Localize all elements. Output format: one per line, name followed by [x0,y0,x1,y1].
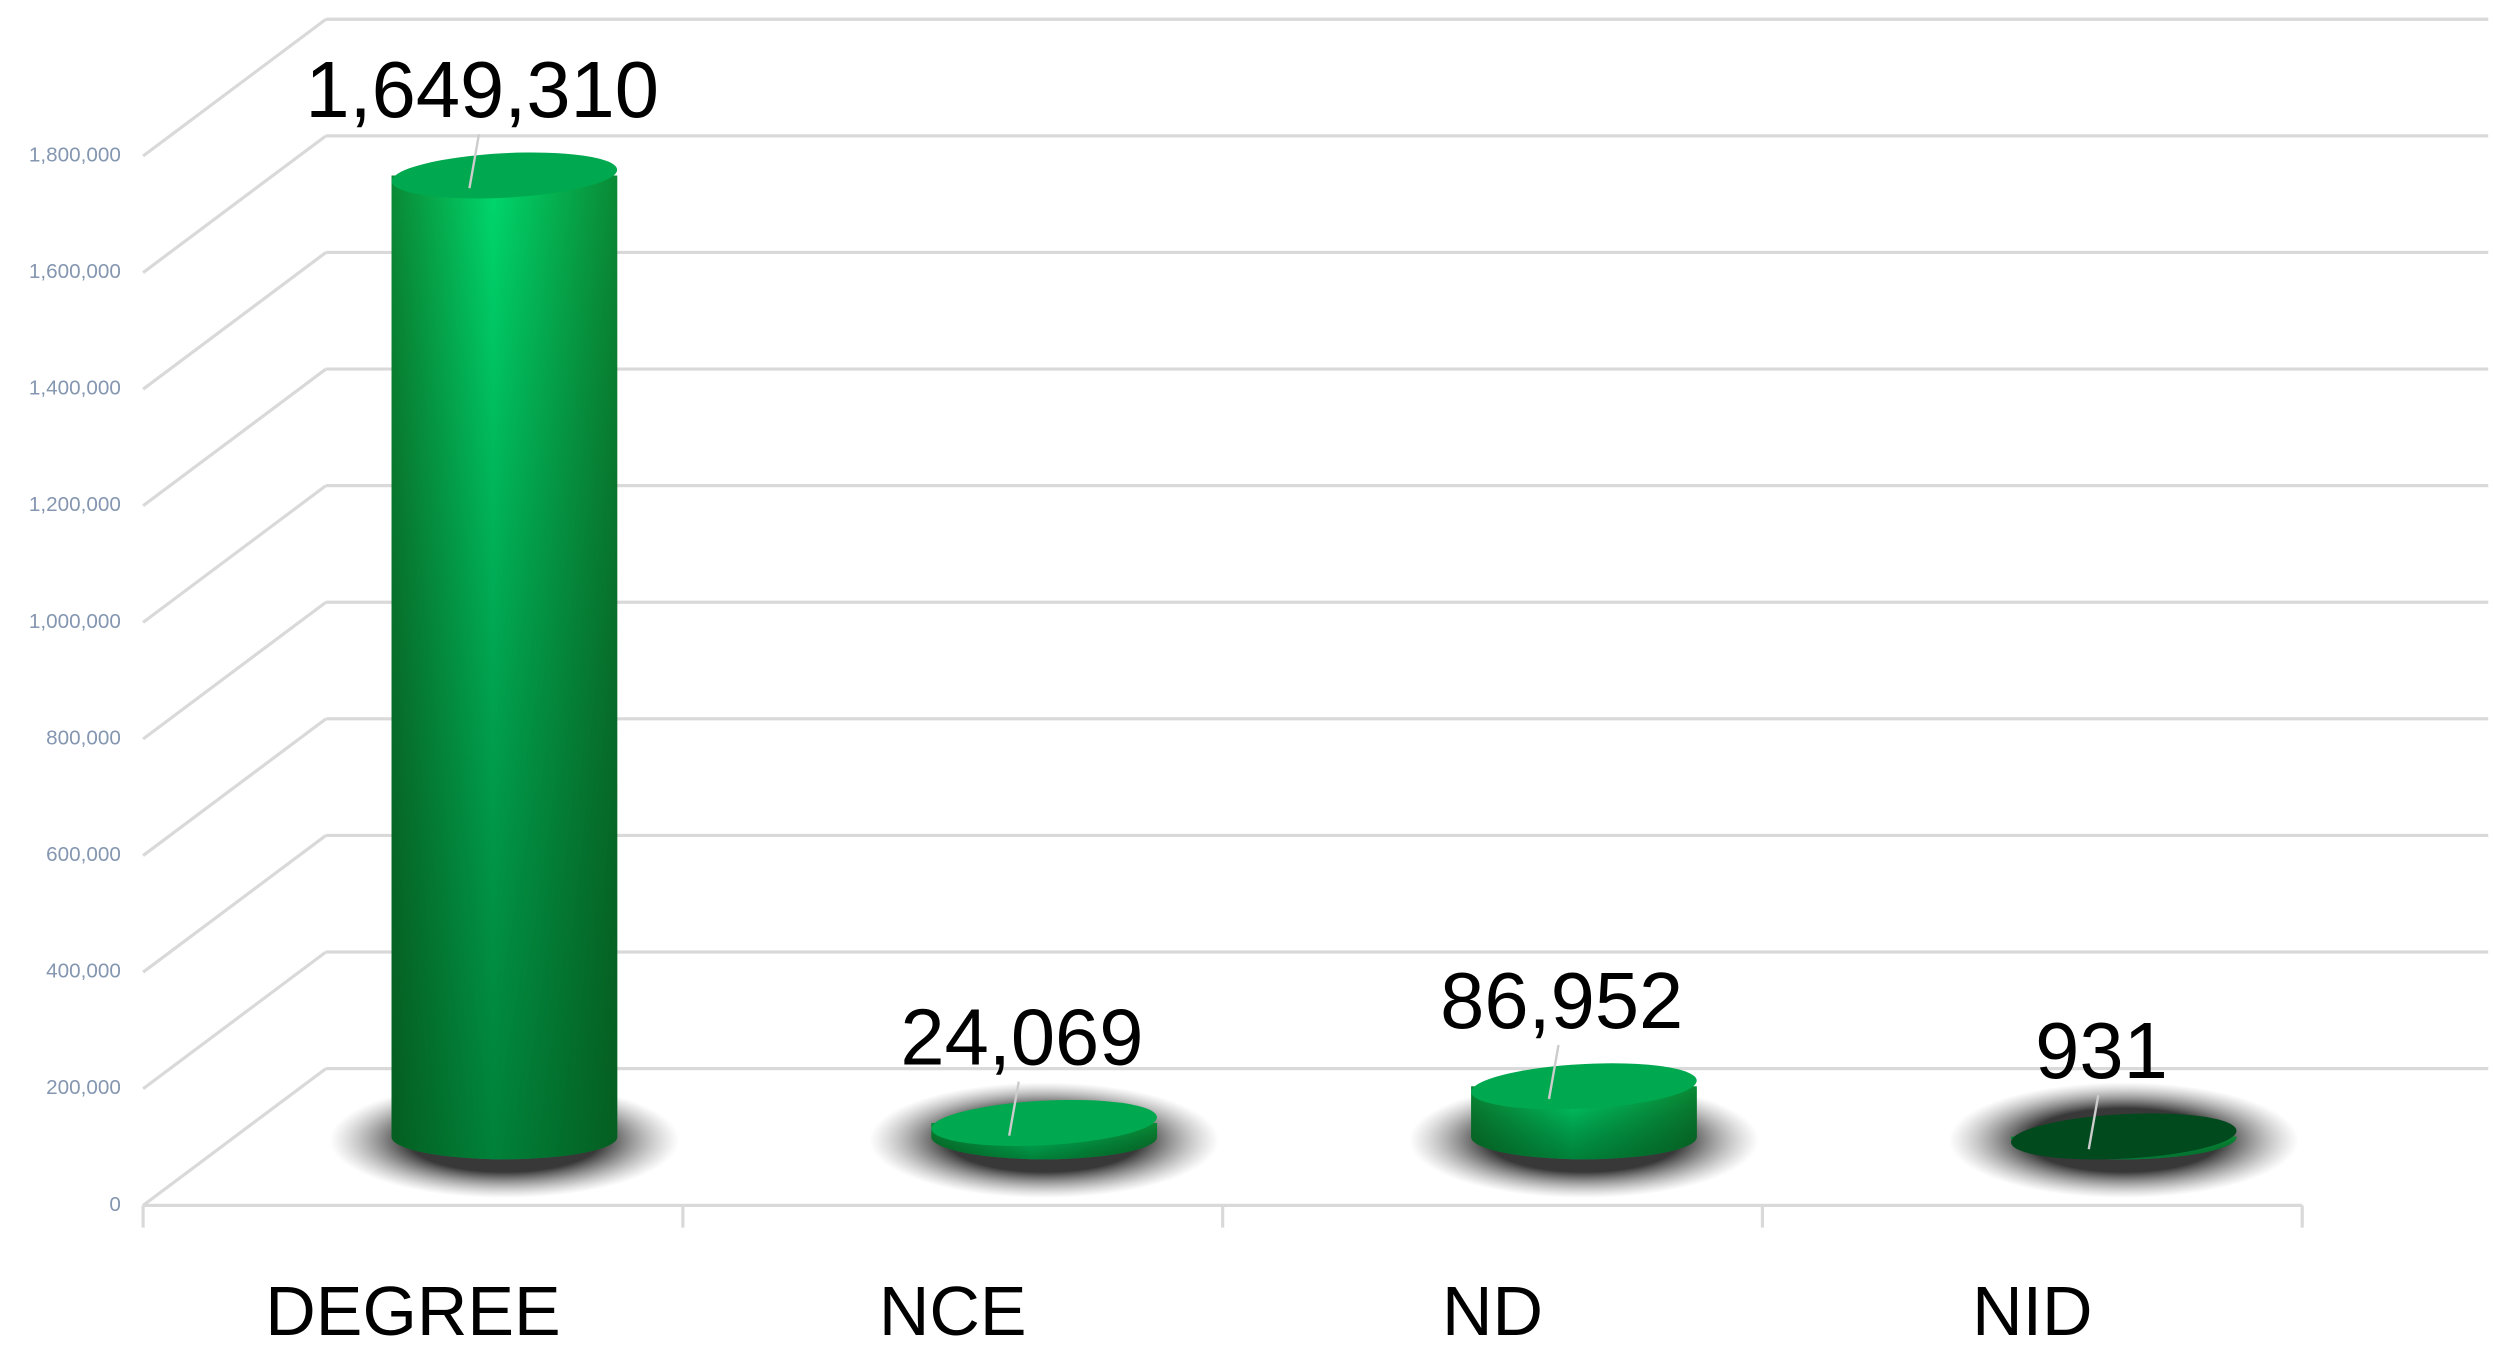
bar-shade [391,175,618,1160]
y-tick-label: 1,600,000 [29,260,121,283]
y-tick-label: 0 [109,1193,121,1216]
grid-line-side [142,484,327,624]
bar-top [1471,1063,1697,1110]
bar-top [931,1099,1157,1146]
grid-line-side [142,950,327,1091]
grid-line-side [142,367,327,508]
y-tick-label: 400,000 [46,960,121,983]
grid-line-side [142,134,327,274]
value-label: 931 [2035,1006,2168,1095]
leader-line [1008,1081,1020,1136]
bar-top [2011,1113,2237,1160]
y-tick-label: 1,200,000 [29,493,121,516]
x-tick-label: NCE [879,1272,1027,1350]
y-tick-label: 1,400,000 [29,377,121,400]
y-tick-label: 600,000 [46,843,121,866]
y-tick-label: 800,000 [46,726,121,749]
cylinder [329,152,680,1199]
y-tick-label: 1,000,000 [29,610,121,633]
value-label: 86,952 [1440,956,1683,1045]
x-tick-label: DEGREE [265,1272,560,1350]
leader-line [2087,1094,2100,1150]
cylinder [1948,1082,2299,1199]
cylinder [1408,1063,1759,1199]
grid-line-side [142,1067,327,1207]
y-tick-label: 1,800,000 [29,143,121,166]
grid-line-side [142,717,327,857]
y-tick-label: 200,000 [46,1076,121,1099]
grid-line-side [142,834,327,974]
grid-line-side [142,251,327,391]
cylinder [869,1082,1220,1199]
value-label: 1,649,310 [305,45,659,134]
bar-top [391,152,618,199]
leader-line [468,133,481,189]
x-tick-label: ND [1442,1272,1543,1350]
value-label: 24,069 [900,992,1143,1081]
leader-line [1547,1044,1560,1100]
x-tick-label: NID [1972,1272,2092,1350]
grid-line-side [142,17,327,158]
grid-line-side [142,600,327,741]
